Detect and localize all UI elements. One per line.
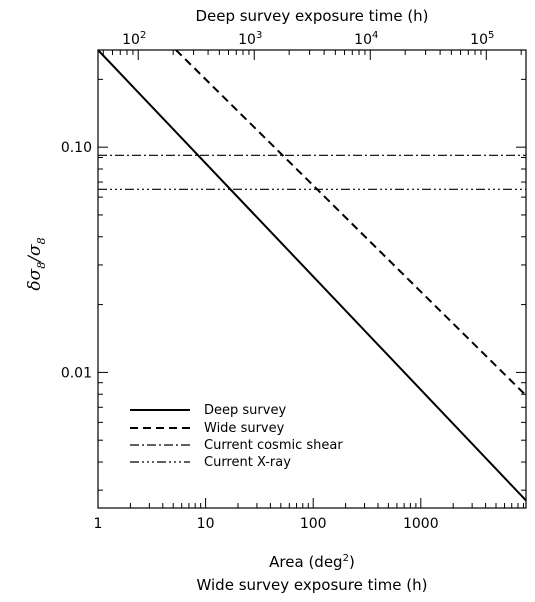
y-axis-title-sub1: 8 <box>35 262 48 269</box>
major-ticks <box>97 50 526 508</box>
series-line-1 <box>175 49 527 397</box>
top-tick-label: 102 <box>122 30 146 48</box>
x-tick-label: 10 <box>197 516 215 532</box>
y-axis-title-sub2: 8 <box>35 237 48 244</box>
top-tick-label: 105 <box>470 30 494 48</box>
x-axis-title: Area (deg2) <box>269 553 355 571</box>
y-axis-title-d: δσ <box>25 268 45 290</box>
series-line-0 <box>97 49 527 502</box>
legend-label-cosmic-shear: Current cosmic shear <box>204 438 343 453</box>
plot-frame <box>97 49 527 509</box>
legend-label-deep: Deep survey <box>204 403 286 418</box>
y-tick-label: 0.10 <box>61 140 92 156</box>
top-tick-label: 104 <box>354 30 378 48</box>
minor-ticks <box>98 50 526 508</box>
tick-labels: 1 10 100 1000 102 103 104 105 0.01 0.10 <box>61 30 495 532</box>
y-tick-label: 0.01 <box>61 365 92 381</box>
legend: Deep survey Wide survey Current cosmic s… <box>130 403 343 470</box>
x-tick-label: 1 <box>94 516 103 532</box>
x-axis-title-prefix: Area (deg <box>269 553 342 571</box>
x-tick-label: 100 <box>300 516 327 532</box>
y-axis-title-slash: /σ <box>25 244 45 264</box>
legend-label-xray: Current X-ray <box>204 455 291 470</box>
top-tick-label: 103 <box>238 30 262 48</box>
x-axis-title-sup: 2 <box>343 553 349 564</box>
y-axis-title: δσ8/σ8 <box>25 237 48 290</box>
series-layer <box>97 49 527 502</box>
legend-label-wide: Wide survey <box>204 421 285 436</box>
x-axis-title-suffix: ) <box>349 553 355 571</box>
top-axis-title: Deep survey exposure time (h) <box>195 7 428 25</box>
x-axis-title-2: Wide survey exposure time (h) <box>197 576 428 594</box>
x-tick-label: 1000 <box>403 516 439 532</box>
